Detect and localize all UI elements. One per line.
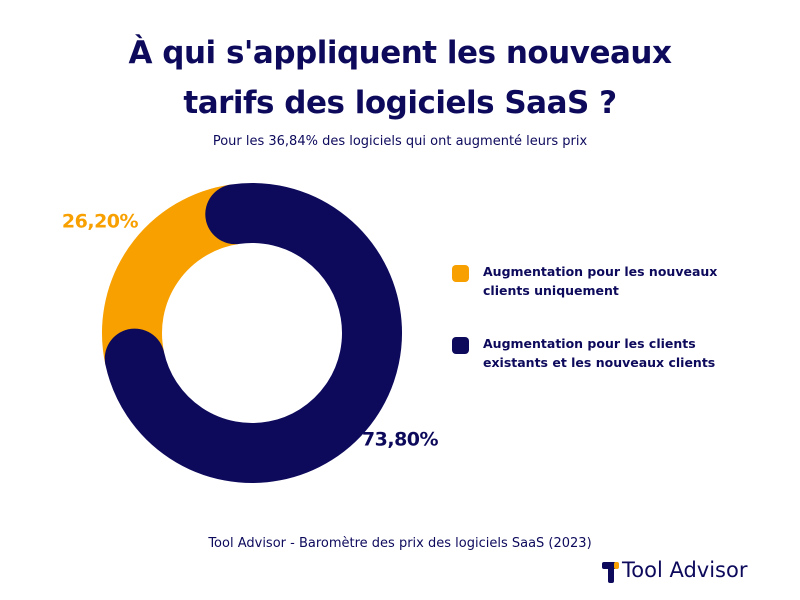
legend-item: Augmentation pour les clients existants … bbox=[452, 334, 772, 372]
legend-item: Augmentation pour les nouveaux clients u… bbox=[452, 262, 772, 300]
legend-label: Augmentation pour les clients existants … bbox=[483, 336, 716, 370]
source: Tool Advisor - Baromètre des prix des lo… bbox=[208, 536, 592, 551]
logo-icon bbox=[602, 562, 619, 583]
legend: Augmentation pour les nouveaux clients u… bbox=[452, 262, 772, 406]
brand-name: Tool Advisor bbox=[622, 558, 748, 582]
legend-swatch bbox=[452, 265, 469, 282]
chart-subtitle: Pour les 36,84% des logiciels qui ont au… bbox=[212, 134, 588, 149]
donut-slice bbox=[104, 183, 402, 483]
value-label: 26,20% bbox=[62, 211, 139, 233]
chart-title: À qui s'appliquent les nouveaux tarifs d… bbox=[128, 35, 672, 121]
legend-swatch bbox=[452, 337, 469, 354]
legend-label: Augmentation pour les nouveaux clients u… bbox=[483, 264, 718, 298]
value-label: 73,80% bbox=[362, 429, 439, 451]
